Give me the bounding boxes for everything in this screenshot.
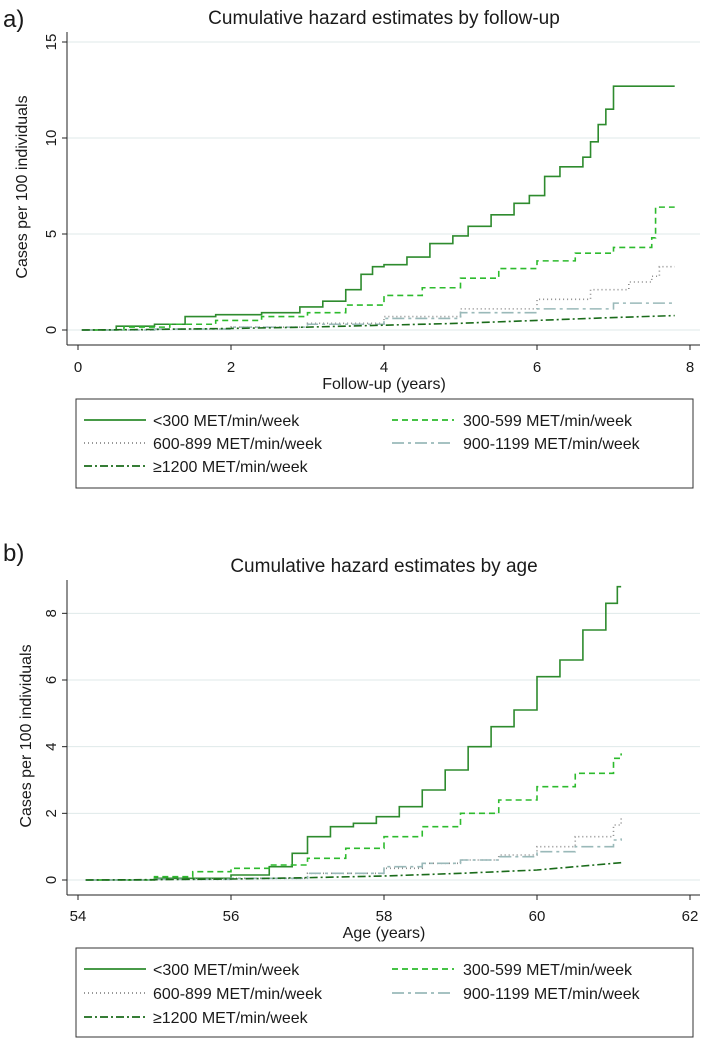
x-tick-label: 8: [686, 359, 694, 376]
x-tick-label: 60: [529, 908, 546, 925]
series-line-2: [81, 206, 675, 331]
legend: <300 MET/min/week 300-599 MET/min/week 600…: [75, 947, 694, 1038]
y-tick-label: 5: [43, 230, 60, 238]
panel-b-cumulative-hazard-age: b) Cumulative hazard estimates by age Ca…: [3, 540, 700, 1038]
y-tick-label: 10: [43, 130, 60, 147]
legend-label-1: <300 MET/min/week: [153, 413, 300, 430]
y-tick-label: 6: [43, 676, 60, 684]
panel-label: b): [3, 540, 24, 567]
gridlines: [67, 612, 700, 881]
legend-label-1: <300 MET/min/week: [153, 962, 300, 979]
legend-label-3: 600-899 MET/min/week: [153, 436, 323, 453]
series-lines: [85, 585, 622, 881]
legend-label-4: 900-1199 MET/min/week: [463, 436, 641, 453]
x-tick-label: 6: [533, 359, 541, 376]
series-line-5: [85, 861, 622, 881]
x-axis: 0 2 4 6 8: [67, 344, 700, 376]
series-line-1: [85, 585, 622, 881]
y-tick-label: 0: [43, 326, 60, 334]
y-axis: 0 5 10 15: [43, 32, 68, 345]
legend-label-5: ≥1200 MET/min/week: [153, 459, 309, 476]
series-line-1: [81, 85, 675, 331]
legend-label-5: ≥1200 MET/min/week: [153, 1010, 309, 1027]
series-lines: [81, 85, 675, 331]
x-axis-title: Age (years): [343, 925, 426, 942]
series-line-2: [85, 753, 622, 881]
x-tick-label: 58: [376, 908, 393, 925]
series-line-4: [81, 302, 675, 331]
y-tick-label: 15: [43, 34, 60, 51]
x-tick-label: 56: [223, 908, 240, 925]
series-line-3: [85, 818, 622, 881]
x-tick-label: 54: [70, 908, 87, 925]
panel-a-cumulative-hazard-follow-up: a) Cumulative hazard estimates by follow…: [3, 6, 700, 489]
y-tick-label: 2: [43, 809, 60, 817]
y-axis-title: Cases per 100 individuals: [18, 644, 35, 827]
y-tick-label: 4: [43, 742, 60, 750]
x-axis-title: Follow-up (years): [322, 376, 446, 393]
chart-title: Cumulative hazard estimates by age: [230, 556, 537, 577]
series-line-3: [81, 265, 675, 331]
x-axis: 54 56 58 60 62: [67, 894, 700, 925]
legend-label-3: 600-899 MET/min/week: [153, 986, 323, 1003]
legend-box: [75, 398, 694, 489]
x-tick-label: 4: [380, 359, 388, 376]
legend-label-2: 300-599 MET/min/week: [463, 962, 633, 979]
chart-title: Cumulative hazard estimates by follow-up: [208, 8, 560, 29]
y-tick-label: 8: [43, 609, 60, 617]
x-tick-label: 62: [682, 908, 699, 925]
x-tick-label: 2: [227, 359, 235, 376]
y-tick-label: 0: [43, 876, 60, 884]
panel-label: a): [3, 6, 24, 33]
legend-label-2: 300-599 MET/min/week: [463, 413, 633, 430]
legend-box: [75, 947, 694, 1038]
series-line-4: [85, 838, 622, 881]
y-axis-title: Cases per 100 individuals: [14, 95, 31, 278]
x-tick-label: 0: [74, 359, 82, 376]
legend: <300 MET/min/week 300-599 MET/min/week 600…: [75, 398, 694, 489]
y-axis: 0 2 4 6 8: [43, 580, 68, 895]
series-line-5: [81, 314, 675, 331]
gridlines: [67, 41, 700, 331]
legend-label-4: 900-1199 MET/min/week: [463, 986, 641, 1003]
